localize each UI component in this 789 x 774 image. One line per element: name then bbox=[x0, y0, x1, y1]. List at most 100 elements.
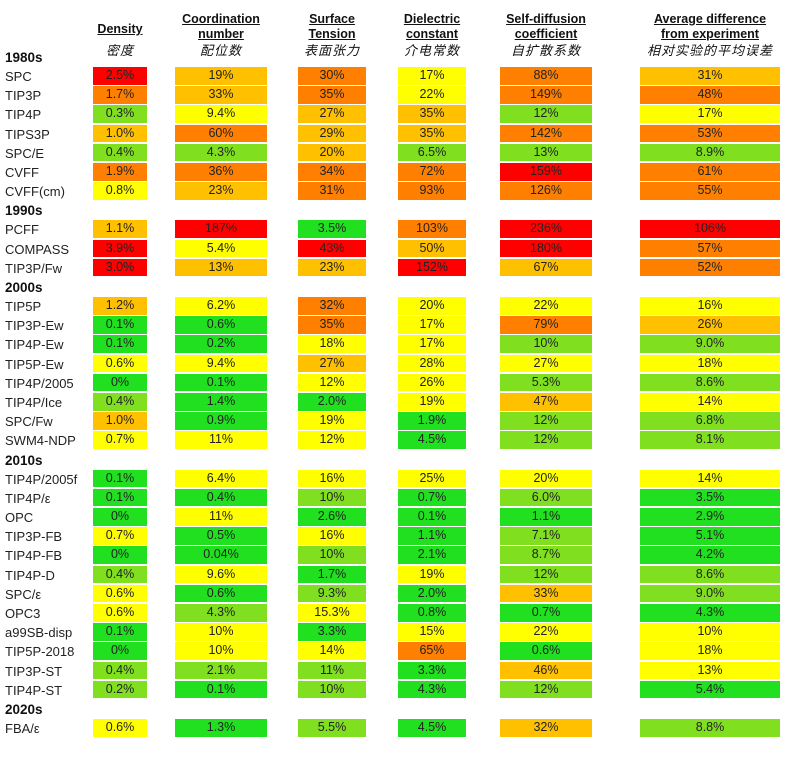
value-cell-dielectric: 1.9% bbox=[398, 412, 466, 430]
model-name: TIP4P bbox=[5, 107, 42, 123]
value-cell-dielectric: 93% bbox=[398, 182, 466, 200]
model-name: CVFF bbox=[5, 165, 39, 180]
column-header-zh-avg_diff: 相对实验的平均误差 bbox=[646, 44, 773, 59]
model-name: TIP3P/Fw bbox=[5, 260, 63, 276]
value-cell-density: 1.0% bbox=[93, 124, 147, 143]
value-cell-self_diffusion: 13% bbox=[500, 143, 592, 162]
value-cell-dielectric: 65% bbox=[398, 642, 466, 660]
value-cell-coordination: 9.4% bbox=[175, 354, 267, 373]
value-cell-density: 3.0% bbox=[93, 258, 147, 277]
value-cell-avg_diff: 61% bbox=[640, 163, 780, 181]
model-name: CVFF(cm) bbox=[5, 184, 65, 200]
value-cell-surface_tension: 16% bbox=[298, 469, 366, 488]
model-name: a99SB-disp bbox=[5, 625, 73, 641]
value-cell-dielectric: 22% bbox=[398, 86, 466, 104]
value-cell-density: 0% bbox=[93, 508, 147, 526]
value-cell-density: 1.7% bbox=[93, 86, 147, 104]
value-cell-self_diffusion: 12% bbox=[500, 431, 592, 449]
value-cell-coordination: 23% bbox=[175, 182, 267, 200]
value-cell-self_diffusion: 12% bbox=[500, 105, 592, 123]
value-cell-avg_diff: 18% bbox=[640, 642, 780, 660]
value-cell-density: 1.1% bbox=[93, 220, 147, 238]
value-cell-avg_diff: 14% bbox=[640, 469, 780, 488]
value-cell-dielectric: 20% bbox=[398, 297, 466, 315]
value-cell-avg_diff: 10% bbox=[640, 623, 780, 641]
value-cell-surface_tension: 29% bbox=[298, 124, 366, 143]
value-cell-density: 0.4% bbox=[93, 393, 147, 411]
column-header-line: Density bbox=[97, 22, 143, 36]
model-name: TIP4P-D bbox=[5, 567, 55, 583]
value-cell-dielectric: 3.3% bbox=[398, 661, 466, 680]
model-name: TIP4P-FB bbox=[5, 548, 63, 564]
value-cell-density: 0% bbox=[93, 373, 147, 392]
value-cell-density: 0.1% bbox=[93, 623, 147, 641]
value-cell-density: 0.7% bbox=[93, 431, 147, 449]
value-cell-self_diffusion: 79% bbox=[500, 316, 592, 334]
column-header-zh-density: 密度 bbox=[105, 44, 134, 59]
value-cell-dielectric: 0.8% bbox=[398, 604, 466, 622]
value-cell-dielectric: 17% bbox=[398, 316, 466, 334]
value-cell-dielectric: 152% bbox=[398, 258, 466, 277]
model-name: TIP4P/2005 bbox=[5, 375, 74, 391]
value-cell-coordination: 9.4% bbox=[175, 105, 267, 123]
model-name: SPC/ε bbox=[5, 586, 42, 602]
value-cell-coordination: 11% bbox=[175, 508, 267, 526]
model-name: TIPS3P bbox=[5, 126, 50, 142]
value-cell-avg_diff: 26% bbox=[640, 316, 780, 334]
value-cell-density: 0% bbox=[93, 642, 147, 660]
value-cell-self_diffusion: 149% bbox=[500, 86, 592, 104]
value-cell-density: 0.1% bbox=[93, 316, 147, 334]
value-cell-surface_tension: 10% bbox=[298, 546, 366, 564]
model-name: OPC bbox=[5, 510, 34, 525]
value-cell-avg_diff: 57% bbox=[640, 239, 780, 258]
value-cell-density: 0.8% bbox=[93, 182, 147, 200]
model-name: TIP4P/2005f bbox=[5, 471, 78, 487]
value-cell-surface_tension: 30% bbox=[298, 67, 366, 85]
model-name: OPC3 bbox=[5, 606, 41, 621]
value-cell-coordination: 11% bbox=[175, 431, 267, 449]
value-cell-dielectric: 72% bbox=[398, 163, 466, 181]
value-cell-dielectric: 26% bbox=[398, 373, 466, 392]
value-cell-avg_diff: 5.1% bbox=[640, 527, 780, 545]
value-cell-coordination: 187% bbox=[175, 220, 267, 238]
column-header-line: Surface bbox=[309, 12, 355, 26]
value-cell-dielectric: 17% bbox=[398, 335, 466, 353]
value-cell-surface_tension: 11% bbox=[298, 661, 366, 680]
value-cell-dielectric: 1.1% bbox=[398, 527, 466, 545]
value-cell-density: 0.6% bbox=[93, 604, 147, 622]
value-cell-surface_tension: 31% bbox=[298, 182, 366, 200]
value-cell-coordination: 2.1% bbox=[175, 661, 267, 680]
value-cell-self_diffusion: 12% bbox=[500, 680, 592, 699]
value-cell-coordination: 0.1% bbox=[175, 373, 267, 392]
value-cell-self_diffusion: 7.1% bbox=[500, 527, 592, 545]
value-cell-avg_diff: 3.5% bbox=[640, 488, 780, 507]
value-cell-coordination: 0.5% bbox=[175, 527, 267, 545]
value-cell-self_diffusion: 126% bbox=[500, 182, 592, 200]
column-header-line: constant bbox=[405, 27, 459, 41]
value-cell-density: 0.2% bbox=[93, 680, 147, 699]
column-header-self_diffusion: Self-diffusion coefficient bbox=[490, 12, 602, 42]
value-cell-coordination: 10% bbox=[175, 623, 267, 641]
column-header-line: Average difference bbox=[653, 12, 767, 26]
column-header-line: Coordination bbox=[182, 12, 260, 26]
model-name: PCFF bbox=[5, 222, 39, 238]
value-cell-dielectric: 28% bbox=[398, 354, 466, 373]
value-cell-avg_diff: 17% bbox=[640, 105, 780, 123]
column-header-zh-surface_tension: 表面张力 bbox=[303, 44, 360, 59]
value-cell-coordination: 6.2% bbox=[175, 297, 267, 315]
value-cell-surface_tension: 3.5% bbox=[298, 220, 366, 238]
value-cell-self_diffusion: 27% bbox=[500, 354, 592, 373]
value-cell-surface_tension: 10% bbox=[298, 488, 366, 507]
value-cell-dielectric: 6.5% bbox=[398, 143, 466, 162]
value-cell-dielectric: 2.0% bbox=[398, 584, 466, 603]
value-cell-dielectric: 2.1% bbox=[398, 546, 466, 564]
value-cell-surface_tension: 16% bbox=[298, 527, 366, 545]
value-cell-surface_tension: 1.7% bbox=[298, 565, 366, 584]
value-cell-coordination: 5.4% bbox=[175, 239, 267, 258]
value-cell-coordination: 19% bbox=[175, 67, 267, 85]
value-cell-density: 0.6% bbox=[93, 719, 147, 737]
value-cell-coordination: 4.3% bbox=[175, 143, 267, 162]
value-cell-surface_tension: 12% bbox=[298, 373, 366, 392]
value-cell-surface_tension: 35% bbox=[298, 86, 366, 104]
value-cell-dielectric: 4.5% bbox=[398, 431, 466, 449]
